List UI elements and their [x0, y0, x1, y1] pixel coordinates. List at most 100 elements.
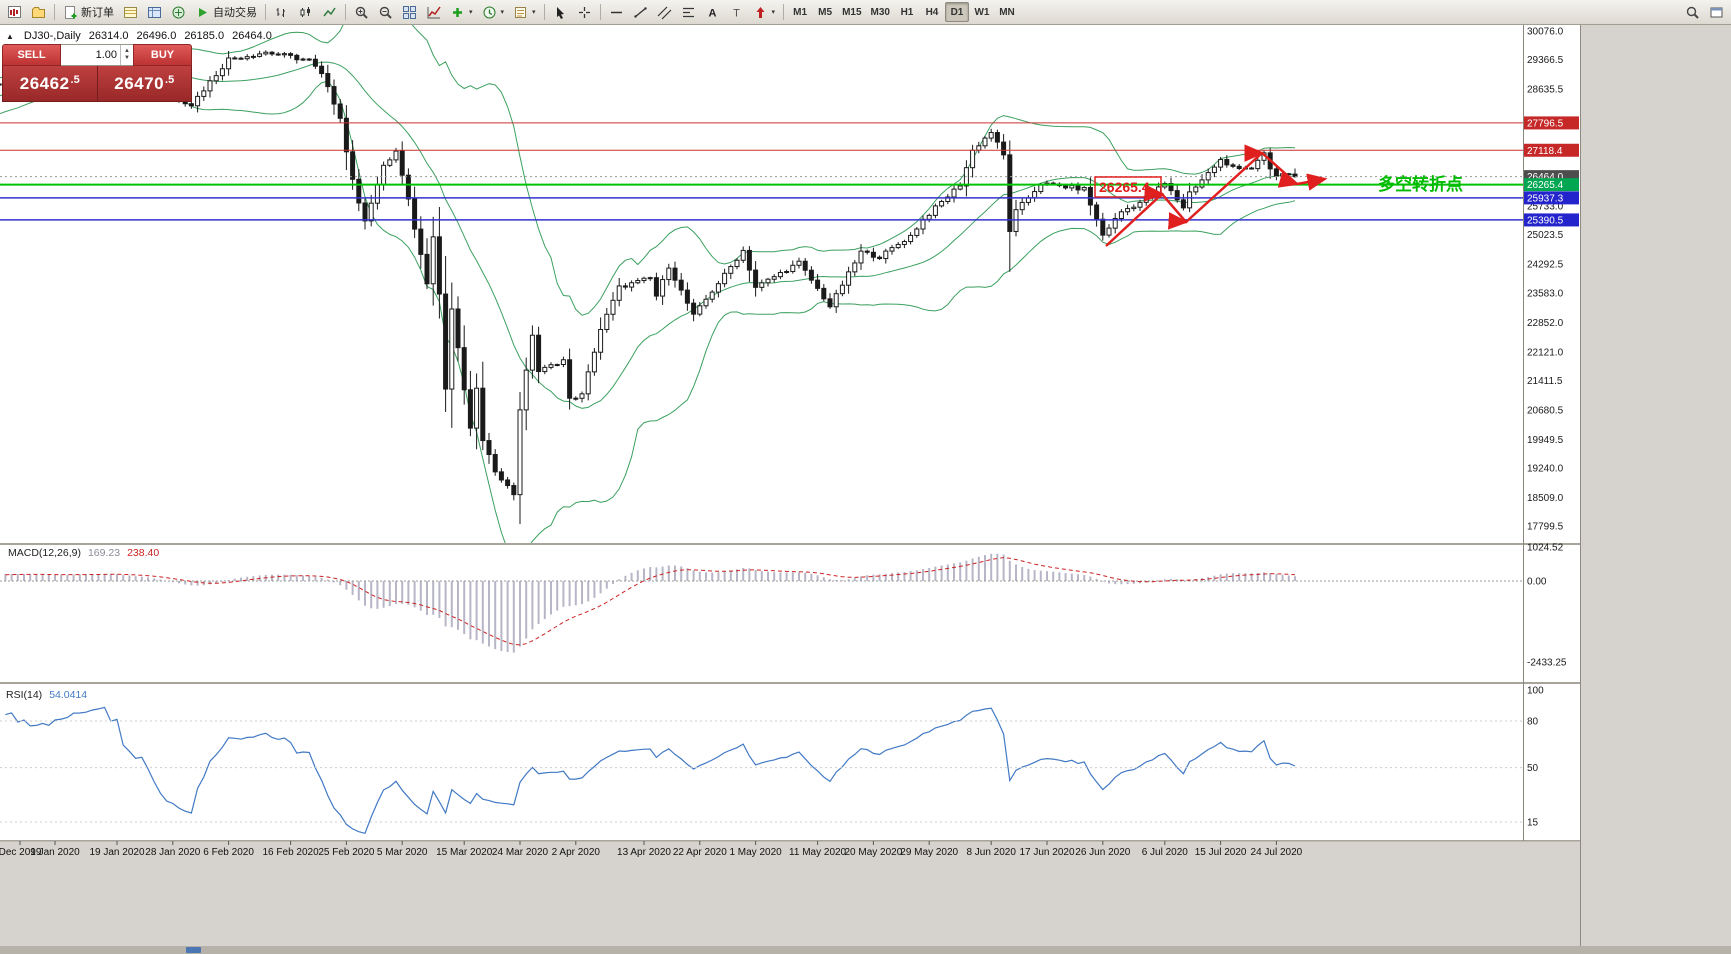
scrollbar-thumb[interactable] [186, 947, 201, 953]
add-indicator-button[interactable]: ▾ [446, 2, 477, 22]
date-label: 2 Apr 2020 [552, 847, 601, 858]
timeframe-M15[interactable]: M15 [842, 6, 862, 18]
chart-header: ▲ DJ30-,Daily 26314.0 26496.0 26185.0 26… [6, 30, 272, 42]
zoom-out-button[interactable] [374, 2, 397, 22]
horizontal-line-button[interactable] [605, 2, 628, 22]
period-button[interactable]: ▾ [478, 2, 509, 22]
date-label: 1 May 2020 [729, 847, 782, 858]
date-label: Dec 2019 [0, 847, 42, 858]
new-order-button[interactable]: 新订单 [59, 2, 118, 22]
indicators-button[interactable] [422, 2, 445, 22]
timeframe-H4[interactable]: H4 [925, 6, 939, 18]
market-watch-button[interactable] [119, 2, 142, 22]
text-label-button[interactable]: T [725, 2, 748, 22]
buy-button[interactable]: BUY [133, 44, 192, 66]
market-watch-icon [124, 6, 137, 18]
tile-windows-button[interactable] [398, 2, 421, 22]
bars-icon [276, 7, 285, 17]
price-axis-label: 24292.5 [1527, 260, 1564, 271]
date-label: 24 Mar 2020 [492, 847, 549, 858]
templates-button[interactable]: ▾ [509, 2, 540, 22]
profiles-button[interactable] [27, 2, 50, 22]
autotrading-label: 自动交易 [213, 7, 257, 19]
line-chart-button[interactable] [318, 2, 341, 22]
tile-windows-icon [403, 5, 416, 19]
rsi-axis-label: 100 [1527, 686, 1544, 697]
bar-chart-button[interactable] [270, 2, 293, 22]
price-flag-box[interactable] [1094, 176, 1162, 198]
channel-icon [657, 6, 671, 19]
autotrading-button[interactable]: 自动交易 [191, 2, 261, 22]
date-label: 28 Jan 2020 [145, 847, 200, 858]
volume-field[interactable]: 1.00 ▲ ▼ [61, 44, 133, 66]
profiles-icon [32, 6, 45, 18]
date-label: 15 Mar 2020 [436, 847, 493, 858]
timeframe-H1[interactable]: H1 [900, 6, 914, 18]
period-clock-icon [483, 6, 496, 18]
text-button[interactable]: A [701, 2, 724, 22]
arrows-button[interactable]: ▾ [749, 2, 780, 22]
price-badge [1524, 191, 1579, 205]
new-window-button[interactable] [1705, 2, 1728, 22]
turning-point-note: 多空转折点 [1378, 174, 1463, 194]
one-click-collapse-icon[interactable]: ▲ [6, 31, 14, 41]
date-label: 9 Jan 2020 [30, 847, 80, 858]
navigator-button[interactable] [167, 2, 190, 22]
time-axis-bg [0, 841, 1580, 863]
timeframe-M1[interactable]: M1 [793, 6, 808, 18]
zoom-in-button[interactable] [350, 2, 373, 22]
rsi-line [5, 706, 1296, 835]
macd-axis-label: -2433.25 [1527, 657, 1567, 668]
data-window-button[interactable] [143, 2, 166, 22]
price-axis-label: 29366.5 [1527, 55, 1564, 66]
ohlc-high: 26496.0 [136, 30, 177, 42]
spin-up-icon[interactable]: ▲ [124, 48, 130, 54]
date-label: 19 Jan 2020 [89, 847, 144, 858]
candles-icon [300, 6, 310, 17]
volume-spinner[interactable]: ▲ ▼ [120, 45, 133, 65]
price-axis-label: 20680.5 [1527, 405, 1564, 416]
cursor-button[interactable] [549, 2, 572, 22]
timeframe-MN[interactable]: MN [999, 6, 1015, 18]
buy-price[interactable]: 26470.5 [97, 66, 191, 101]
spin-down-icon[interactable]: ▼ [124, 55, 130, 61]
chart-window-button[interactable] [3, 2, 26, 22]
search-button[interactable] [1681, 2, 1704, 22]
volume-value[interactable]: 1.00 [95, 49, 117, 61]
crosshair-button[interactable] [573, 2, 596, 22]
chevron-down-icon: ▾ [500, 9, 505, 16]
trendline-button[interactable] [629, 2, 652, 22]
fibonacci-button[interactable] [677, 2, 700, 22]
price-axis-label: 17799.5 [1527, 522, 1564, 533]
rsi-plot-bg [0, 684, 1523, 840]
sell-button[interactable]: SELL [2, 44, 61, 66]
price-badge [1524, 143, 1579, 157]
add-indicator-icon [453, 7, 462, 17]
timeframe-M5[interactable]: M5 [818, 6, 833, 18]
macd-plot-bg [0, 545, 1523, 682]
timeframe-D1[interactable]: D1 [944, 2, 969, 22]
chart-workspace: 26265.4 多空转折点 30076.0 29366.5 28635.5 25733.0… [0, 25, 1731, 954]
sell-price[interactable]: 26462.5 [3, 66, 97, 101]
channel-button[interactable] [653, 2, 676, 22]
price-chart[interactable]: 26265.4 多空转折点 30076.0 29366.5 28635.5 25733.0… [0, 25, 1580, 954]
main-chart-layer[interactable]: 26265.4 多空转折点 [0, 25, 1523, 564]
price-badge-text: 27796.5 [1527, 118, 1564, 129]
new-order-label: 新订单 [81, 7, 114, 19]
macd-layer [0, 553, 1523, 653]
price-badge-text: 25390.5 [1527, 215, 1564, 226]
timeframe-group: M1 M5 M15 M30 H1 H4 D1 W1 MN [788, 2, 1019, 22]
trend-zigzag-arrows[interactable] [1105, 144, 1328, 247]
price-axis-label: 22121.0 [1527, 347, 1564, 358]
price-badge-text: 26464.0 [1527, 172, 1564, 183]
timeframe-W1[interactable]: W1 [974, 6, 990, 18]
ohlc-close: 26464.0 [232, 30, 272, 42]
one-click-trading-panel: SELL 1.00 ▲ ▼ BUY 26462.5 26470.5 [2, 44, 192, 102]
candlestick-chart-button[interactable] [294, 2, 317, 22]
text-icon: A [708, 7, 716, 19]
price-badge [1524, 213, 1579, 227]
timeframe-M30[interactable]: M30 [870, 6, 890, 18]
date-label: 5 Mar 2020 [377, 847, 428, 858]
price-axis-label: 19240.0 [1527, 463, 1564, 474]
autotrading-play-icon [199, 7, 207, 17]
